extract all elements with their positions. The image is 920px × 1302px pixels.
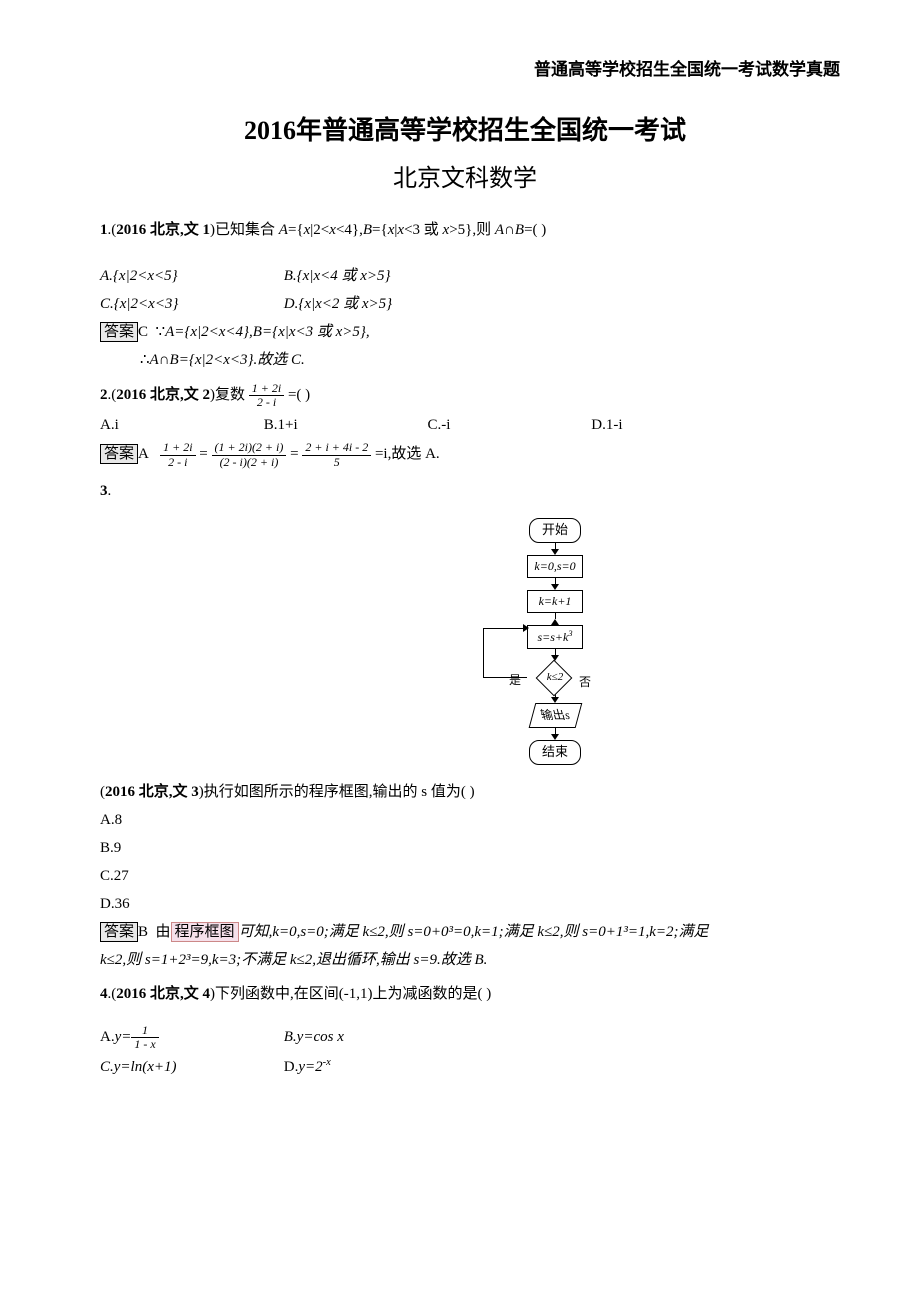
q1-answer-label: 答案 <box>100 322 138 342</box>
q1-stem: 已知集合 A={x|2<x<4},B={x|x<3 或 x>5},则 A∩B=(… <box>215 222 546 238</box>
fc-step1: k=k+1 <box>527 590 583 613</box>
q3-exp2: k≤2,则 s=1+2³=9,k=3;不满足 k≤2,退出循环,输出 s=9.故… <box>100 952 487 968</box>
q3-stem: 执行如图所示的程序框图,输出的 s 值为( ) <box>204 784 475 800</box>
fc-condition: k≤2 是 <box>527 661 583 691</box>
q2-opt-d: D.1-i <box>591 413 622 437</box>
q2-stem-a: 复数 <box>215 387 249 403</box>
main-title: 2016年普通高等学校招生全国统一考试 <box>100 110 830 152</box>
fc-start: 开始 <box>529 518 581 543</box>
because-icon <box>156 324 166 340</box>
q4-opt-a: A.y=11 - x <box>100 1024 280 1051</box>
page-content: 2016年普通高等学校招生全国统一考试 北京文科数学 1.(2016 北京,文 … <box>0 0 920 1143</box>
q3-opt-d: D.36 <box>100 892 830 916</box>
sub-title: 北京文科数学 <box>100 160 830 198</box>
fc-step2: s=s+k3 <box>527 625 583 649</box>
question-2: 2.(2016 北京,文 2)复数 1 + 2i2 - i =( ) A.i B… <box>100 382 830 469</box>
q2-answer: A <box>138 446 149 462</box>
q3-answer: B <box>138 924 148 940</box>
q3-exp-pre: 由 <box>156 924 171 940</box>
q3-answer-label: 答案 <box>100 922 138 942</box>
q4-src: 2016 北京,文 4 <box>116 986 210 1002</box>
q3-exp-tail: 可知,k=0,s=0;满足 k≤2,则 s=0+0³=0,k=1;满足 k≤2,… <box>239 924 709 940</box>
q4-stem: 下列函数中,在区间(-1,1)上为减函数的是( ) <box>215 986 491 1002</box>
q2-stem-b: =( ) <box>284 387 310 403</box>
q3-src: 2016 北京,文 3 <box>105 784 199 800</box>
fc-no-label: 否 <box>579 673 591 692</box>
q1-opt-a: A.{x|2<x<5} <box>100 264 280 288</box>
q2-opt-b: B.1+i <box>264 413 424 437</box>
q2-f3: 2 + i + 4i - 25 <box>302 441 371 468</box>
q3-opt-c: C.27 <box>100 864 830 888</box>
fc-end: 结束 <box>529 740 581 765</box>
q2-opt-c: C.-i <box>428 413 588 437</box>
q2-src: 2016 北京,文 2 <box>116 387 210 403</box>
q2-opt-a: A.i <box>100 413 260 437</box>
header-source: 普通高等学校招生全国统一考试数学真题 <box>534 55 840 80</box>
q4-opt-b: B.y=cos x <box>284 1025 344 1049</box>
q2-exp-tail: =i,故选 A. <box>371 446 439 462</box>
q2-f2: (1 + 2i)(2 + i)(2 - i)(2 + i) <box>212 441 287 468</box>
q3-exp-box: 程序框图 <box>171 922 239 942</box>
q4-opt-c: C.y=ln(x+1) <box>100 1055 280 1079</box>
q1-answer: C <box>138 324 148 340</box>
q2-num: 2 <box>100 387 108 403</box>
q2-answer-label: 答案 <box>100 444 138 464</box>
q1-opt-c: C.{x|2<x<3} <box>100 292 280 316</box>
q1-opt-b: B.{x|x<4 或 x>5} <box>284 264 391 288</box>
q1-opt-d: D.{x|x<2 或 x>5} <box>284 292 392 316</box>
q1-src: 2016 北京,文 1 <box>116 222 210 238</box>
q2-fraction: 1 + 2i2 - i <box>249 382 284 409</box>
q3-num: 3 <box>100 483 108 499</box>
q1-exp2: A∩B={x|2<x<3}.故选 C. <box>150 352 305 368</box>
question-1: 1.(2016 北京,文 1)已知集合 A={x|2<x<4},B={x|x<3… <box>100 218 830 372</box>
q2-f1: 1 + 2i2 - i <box>160 441 195 468</box>
fc-yes-label: 是 <box>509 671 521 690</box>
question-3: 3. 开始 k=0,s=0 k=k+1 s=s+k3 k≤2 是 否 <box>100 479 830 972</box>
fc-init: k=0,s=0 <box>527 555 582 578</box>
fc-output: 输出s <box>528 703 581 728</box>
q3-opt-b: B.9 <box>100 836 830 860</box>
flowchart: 开始 k=0,s=0 k=k+1 s=s+k3 k≤2 是 否 <box>475 518 635 765</box>
q4-num: 4 <box>100 986 108 1002</box>
q3-opt-a: A.8 <box>100 808 830 832</box>
q4-opt-d: D.y=2-x <box>284 1055 331 1079</box>
q1-exp1: A={x|2<x<4},B={x|x<3 或 x>5}, <box>165 324 370 340</box>
q1-num: 1 <box>100 222 108 238</box>
question-4: 4.(2016 北京,文 4)下列函数中,在区间(-1,1)上为减函数的是( )… <box>100 982 830 1079</box>
therefore-icon <box>140 352 150 368</box>
